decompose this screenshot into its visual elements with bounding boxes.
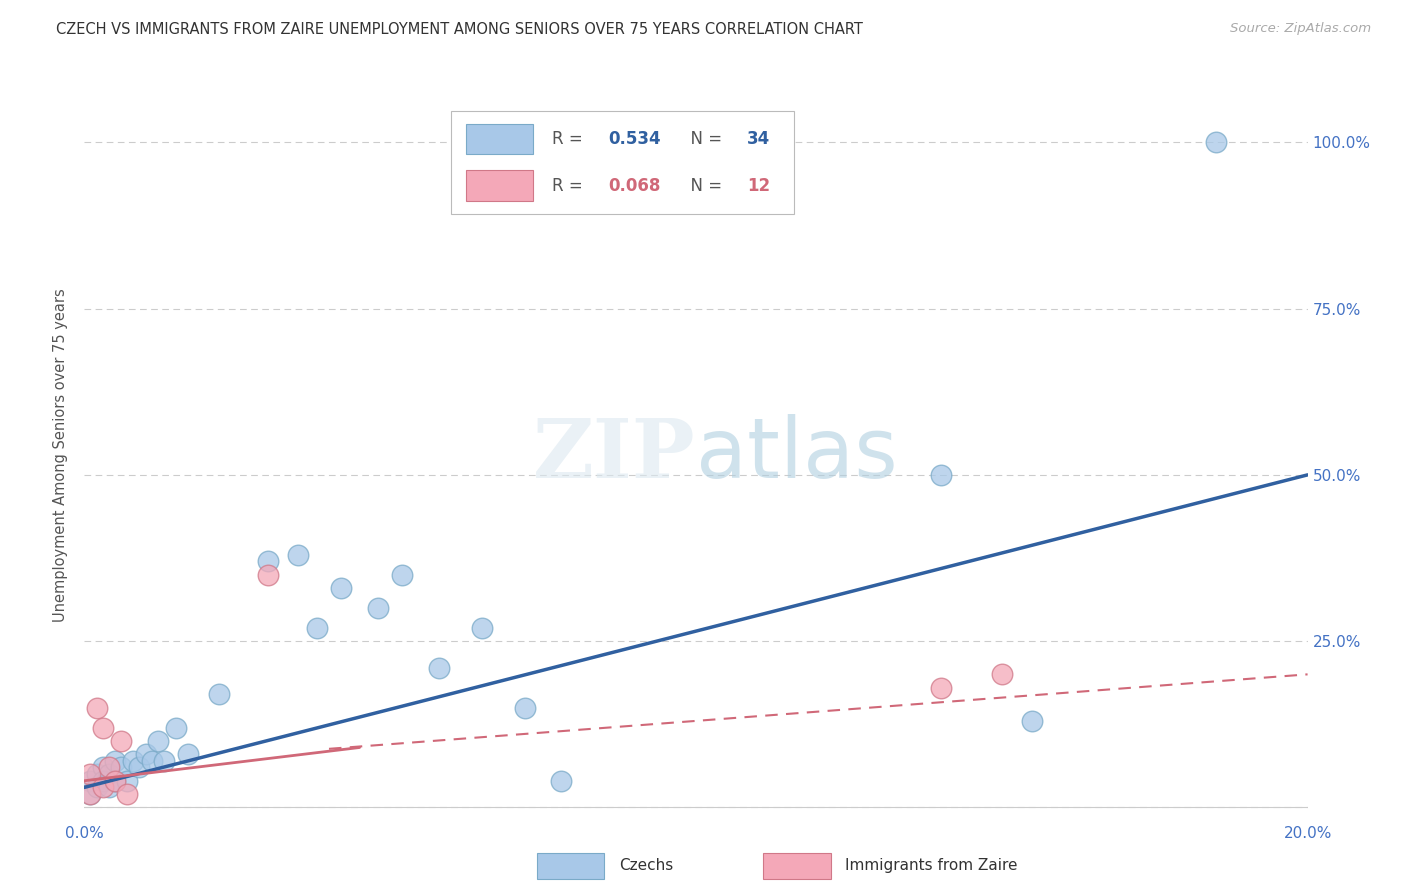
FancyBboxPatch shape <box>537 853 605 880</box>
Text: 34: 34 <box>748 130 770 148</box>
Point <box>91 773 114 788</box>
Point <box>86 767 108 781</box>
Point <box>91 760 114 774</box>
Point <box>110 760 132 774</box>
FancyBboxPatch shape <box>763 853 831 880</box>
Point <box>91 780 114 795</box>
Point <box>330 581 353 595</box>
Point <box>104 754 127 768</box>
Text: CZECH VS IMMIGRANTS FROM ZAIRE UNEMPLOYMENT AMONG SENIORS OVER 75 YEARS CORRELAT: CZECH VS IMMIGRANTS FROM ZAIRE UNEMPLOYM… <box>56 22 863 37</box>
FancyBboxPatch shape <box>451 112 794 213</box>
Text: Czechs: Czechs <box>619 858 673 873</box>
Point <box>929 467 952 482</box>
Point <box>991 667 1014 681</box>
Text: 0.534: 0.534 <box>607 130 661 148</box>
Point <box>122 754 145 768</box>
Text: ZIP: ZIP <box>533 415 696 495</box>
Point <box>427 661 450 675</box>
Point <box>86 780 108 795</box>
Text: atlas: atlas <box>696 415 897 495</box>
Point <box>208 687 231 701</box>
Point <box>513 700 536 714</box>
Point <box>79 767 101 781</box>
Point <box>104 773 127 788</box>
Y-axis label: Unemployment Among Seniors over 75 years: Unemployment Among Seniors over 75 years <box>53 288 69 622</box>
Point <box>146 734 169 748</box>
Text: Immigrants from Zaire: Immigrants from Zaire <box>845 858 1018 873</box>
Point <box>929 681 952 695</box>
Point <box>97 780 120 795</box>
Point <box>165 721 187 735</box>
Point <box>128 760 150 774</box>
Point <box>305 621 328 635</box>
Point <box>257 567 280 582</box>
Text: 12: 12 <box>748 177 770 194</box>
FancyBboxPatch shape <box>465 124 533 154</box>
Point <box>257 554 280 568</box>
FancyBboxPatch shape <box>465 170 533 201</box>
Text: N =: N = <box>681 177 727 194</box>
Point <box>141 754 163 768</box>
Point <box>104 773 127 788</box>
Text: R =: R = <box>551 130 588 148</box>
Point <box>287 548 309 562</box>
Point <box>79 787 101 801</box>
Text: R =: R = <box>551 177 588 194</box>
Point <box>91 721 114 735</box>
Point <box>550 773 572 788</box>
Text: N =: N = <box>681 130 727 148</box>
Point <box>110 734 132 748</box>
Point <box>153 754 176 768</box>
Point <box>86 700 108 714</box>
Point <box>79 773 101 788</box>
Point <box>115 787 138 801</box>
Text: 0.068: 0.068 <box>607 177 661 194</box>
Point <box>1205 136 1227 150</box>
Point <box>79 787 101 801</box>
Point <box>97 760 120 774</box>
Point <box>135 747 157 761</box>
Point <box>391 567 413 582</box>
Text: Source: ZipAtlas.com: Source: ZipAtlas.com <box>1230 22 1371 36</box>
Point <box>97 767 120 781</box>
Point <box>367 600 389 615</box>
Point <box>115 773 138 788</box>
Point <box>177 747 200 761</box>
Point <box>1021 714 1043 728</box>
Point <box>471 621 494 635</box>
